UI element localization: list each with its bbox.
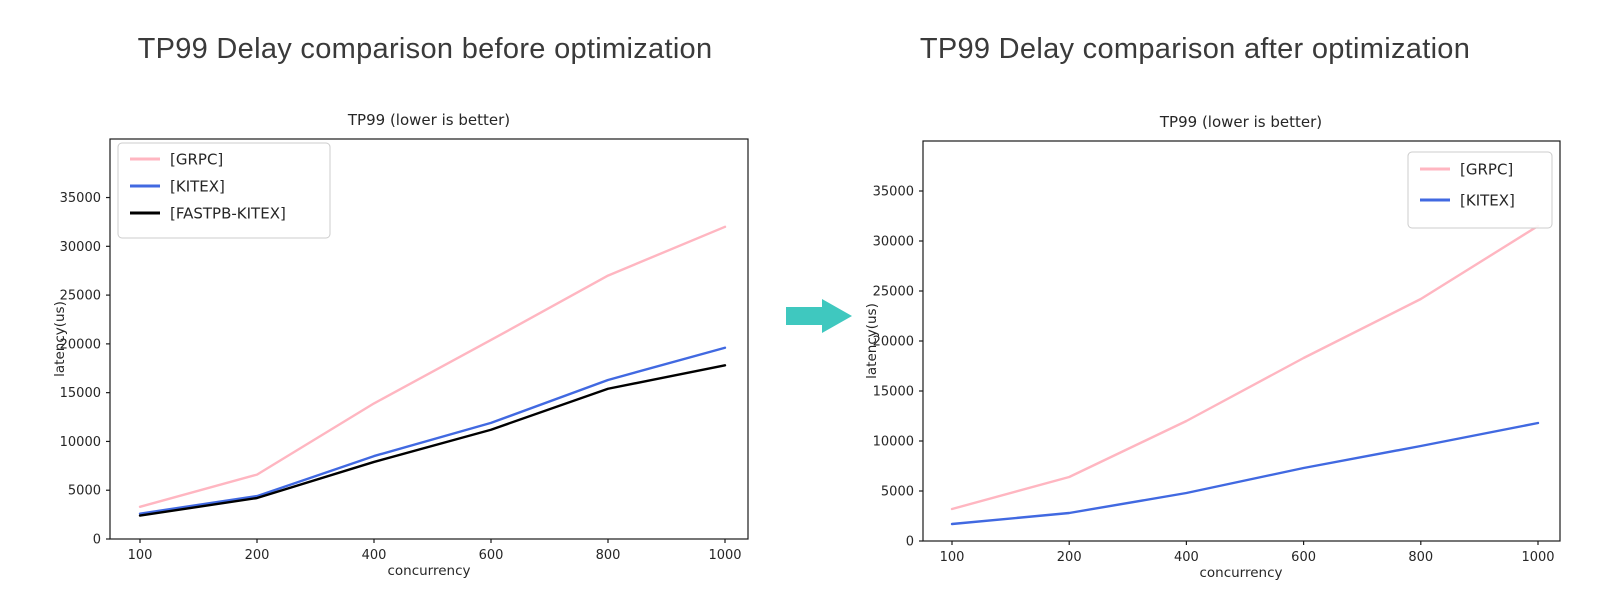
svg-text:400: 400: [1174, 550, 1199, 565]
svg-text:35000: 35000: [60, 191, 101, 206]
right-arrow-icon: [786, 299, 852, 333]
svg-text:800: 800: [596, 548, 621, 563]
svg-text:1000: 1000: [708, 548, 741, 563]
series-line-KITEX: [138, 346, 727, 515]
series-line-KITEX: [950, 421, 1540, 526]
series-line-FASTPB-KITEX: [138, 364, 727, 517]
x-axis-ticks: 100 200 400 600 800 1000: [128, 539, 742, 563]
y-axis-label: latency(us): [864, 303, 880, 379]
svg-text:[GRPC]: [GRPC]: [1460, 161, 1513, 179]
series-line-GRPC: [950, 224, 1540, 511]
series-line-GRPC: [138, 225, 727, 509]
svg-text:[KITEX]: [KITEX]: [170, 178, 225, 196]
chart-after-optimization: 0 5000 10000 15000 20000 25000 30000 35000 100 20…: [864, 113, 1561, 581]
svg-text:600: 600: [479, 548, 504, 563]
svg-text:100: 100: [128, 548, 153, 563]
svg-text:1000: 1000: [1521, 550, 1554, 565]
x-axis-label: concurrency: [387, 563, 470, 579]
svg-text:20000: 20000: [60, 337, 101, 352]
svg-text:25000: 25000: [60, 289, 101, 304]
svg-text:5000: 5000: [881, 485, 914, 500]
svg-text:30000: 30000: [873, 235, 914, 250]
svg-text:800: 800: [1408, 550, 1433, 565]
svg-text:5000: 5000: [68, 484, 101, 499]
y-axis-label: latency(us): [52, 301, 68, 377]
svg-text:[KITEX]: [KITEX]: [1460, 192, 1515, 210]
svg-text:0: 0: [906, 535, 914, 550]
svg-text:35000: 35000: [873, 185, 914, 200]
y-axis-ticks: 0 5000 10000 15000 20000 25000 30000 35000: [873, 185, 923, 550]
svg-text:10000: 10000: [873, 435, 914, 450]
svg-text:100: 100: [940, 550, 965, 565]
figure-title-after: TP99 Delay comparison after optimization: [919, 33, 1471, 65]
svg-text:0: 0: [93, 533, 101, 548]
x-axis-label: concurrency: [1199, 565, 1282, 581]
svg-text:[FASTPB-KITEX]: [FASTPB-KITEX]: [170, 205, 286, 223]
chart-title: TP99 (lower is better): [1159, 113, 1322, 131]
legend: [GRPC] [KITEX]: [1407, 151, 1553, 229]
svg-text:600: 600: [1291, 550, 1316, 565]
svg-text:15000: 15000: [873, 385, 914, 400]
svg-text:20000: 20000: [873, 335, 914, 350]
x-axis-ticks: 100 200 400 600 800 1000: [940, 541, 1555, 565]
svg-text:200: 200: [1057, 550, 1082, 565]
legend: [GRPC] [KITEX] [FASTPB-KITEX]: [117, 142, 331, 239]
svg-text:25000: 25000: [873, 285, 914, 300]
chart-before-optimization: 0 5000 10000 15000 20000 25000 30000 35000 100 20…: [52, 111, 749, 579]
svg-text:10000: 10000: [60, 435, 101, 450]
svg-text:15000: 15000: [60, 386, 101, 401]
svg-text:30000: 30000: [60, 240, 101, 255]
figure-title-before: TP99 Delay comparison before optimizatio…: [137, 33, 713, 65]
svg-text:[GRPC]: [GRPC]: [170, 151, 223, 169]
svg-text:400: 400: [362, 548, 387, 563]
svg-text:200: 200: [245, 548, 270, 563]
chart-title: TP99 (lower is better): [347, 111, 510, 129]
y-axis-ticks: 0 5000 10000 15000 20000 25000 30000 35000: [60, 191, 110, 548]
